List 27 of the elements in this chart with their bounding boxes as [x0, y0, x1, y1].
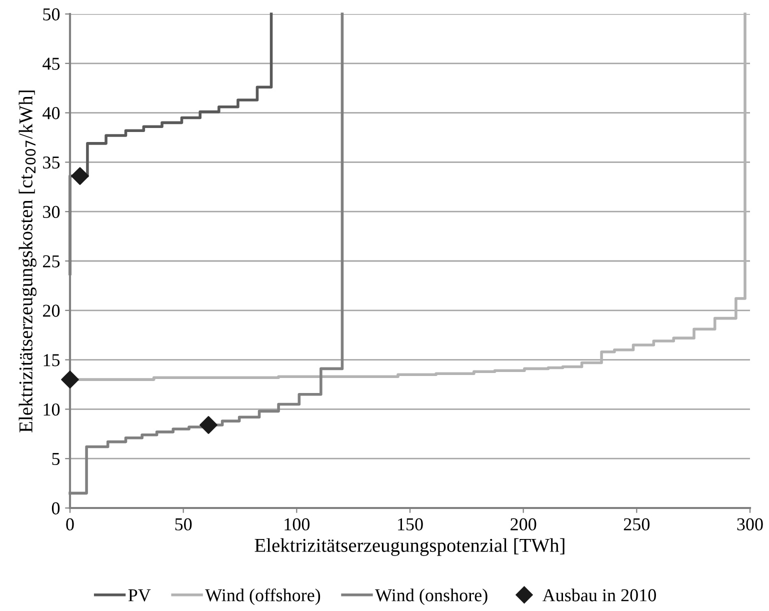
point: [71, 167, 89, 185]
y-tick-label: 35: [43, 156, 60, 169]
legend-label: Wind (onshore): [375, 588, 488, 606]
x-tick-label: 200: [510, 518, 536, 530]
y-tick-label: 45: [42, 58, 60, 70]
y-axis-title: Elektrizitätserzeugungskosten [ct$_{2007}$/kWh]: [18, 90, 36, 432]
point: [200, 416, 218, 434]
y-tick-label: 50: [43, 8, 60, 20]
y-tick-label: 5: [52, 453, 60, 466]
x-tick-label: 0: [66, 518, 74, 530]
x-tick-label: 50: [175, 518, 192, 530]
legend-label: Ausbau in 2010: [542, 588, 656, 602]
y-tick-label: 30: [43, 206, 60, 218]
y-tick-label: 0: [52, 502, 60, 514]
x-tick-label: 150: [398, 518, 423, 530]
x-tick-label: 300: [737, 518, 763, 530]
legend-label: PV: [128, 589, 151, 602]
y-tick-label: 20: [43, 304, 60, 317]
y-tick-label: 25: [43, 255, 60, 268]
x-axis-title: Elektrizitätserzeugungspotenzial [TWh]: [254, 538, 564, 556]
x-tick-label: 100: [284, 518, 310, 530]
point: [61, 370, 79, 388]
x-tick-label: 250: [624, 518, 650, 530]
y-tick-label: 10: [44, 403, 60, 416]
legend-label: Wind (offshore): [205, 588, 320, 606]
y-tick-label: 40: [42, 107, 60, 120]
y-tick-label: 15: [44, 354, 60, 366]
